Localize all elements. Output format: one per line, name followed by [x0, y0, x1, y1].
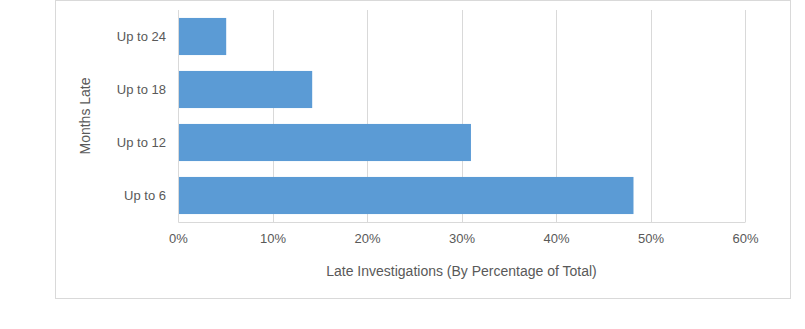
bars — [178, 18, 633, 214]
tick: 30% — [449, 231, 475, 246]
tick: Up to 18 — [117, 82, 166, 97]
axis-line — [178, 11, 179, 223]
grid-line — [651, 10, 652, 222]
tick-label: 60% — [732, 231, 758, 246]
tick: Up to 6 — [124, 188, 166, 203]
axis-line — [179, 222, 746, 223]
tick-label: 20% — [354, 231, 380, 246]
bar — [178, 18, 226, 55]
grid-line — [178, 10, 179, 222]
tick-label: 50% — [638, 231, 664, 246]
tick-label: Up to 12 — [117, 135, 166, 150]
grid — [179, 10, 746, 222]
bar — [178, 177, 633, 214]
value-axis: 0% 10% 20% 30% 40% 50% 60% — [169, 223, 759, 247]
tick: 0% — [169, 231, 188, 246]
bar — [178, 124, 471, 161]
tick-label: 0% — [169, 231, 188, 246]
tick: 40% — [543, 231, 569, 246]
tick: 20% — [354, 231, 380, 246]
chart-frame — [56, 1, 791, 299]
grid-line — [745, 10, 746, 222]
tick-label: Up to 6 — [124, 188, 166, 203]
tick: 50% — [638, 231, 664, 246]
tick-label: 40% — [543, 231, 569, 246]
tick: 60% — [732, 231, 758, 246]
tick-label: Up to 24 — [117, 29, 166, 44]
bar — [178, 71, 312, 108]
tick: Up to 24 — [117, 29, 166, 44]
category-axis: Up to 24 Up to 18 Up to 12 Up to 6 — [117, 11, 179, 223]
tick: Up to 12 — [117, 135, 166, 150]
x-axis-title: Late Investigations (By Percentage of To… — [326, 263, 597, 279]
tick-label: Up to 18 — [117, 82, 166, 97]
chart: 0%10%20%30%40%50%60%Up to 24Up to 18Up t… — [0, 0, 805, 329]
tick-label: 10% — [260, 231, 286, 246]
tick-label: 30% — [449, 231, 475, 246]
tick: 10% — [260, 231, 286, 246]
y-axis-title: Months Late — [77, 77, 93, 154]
